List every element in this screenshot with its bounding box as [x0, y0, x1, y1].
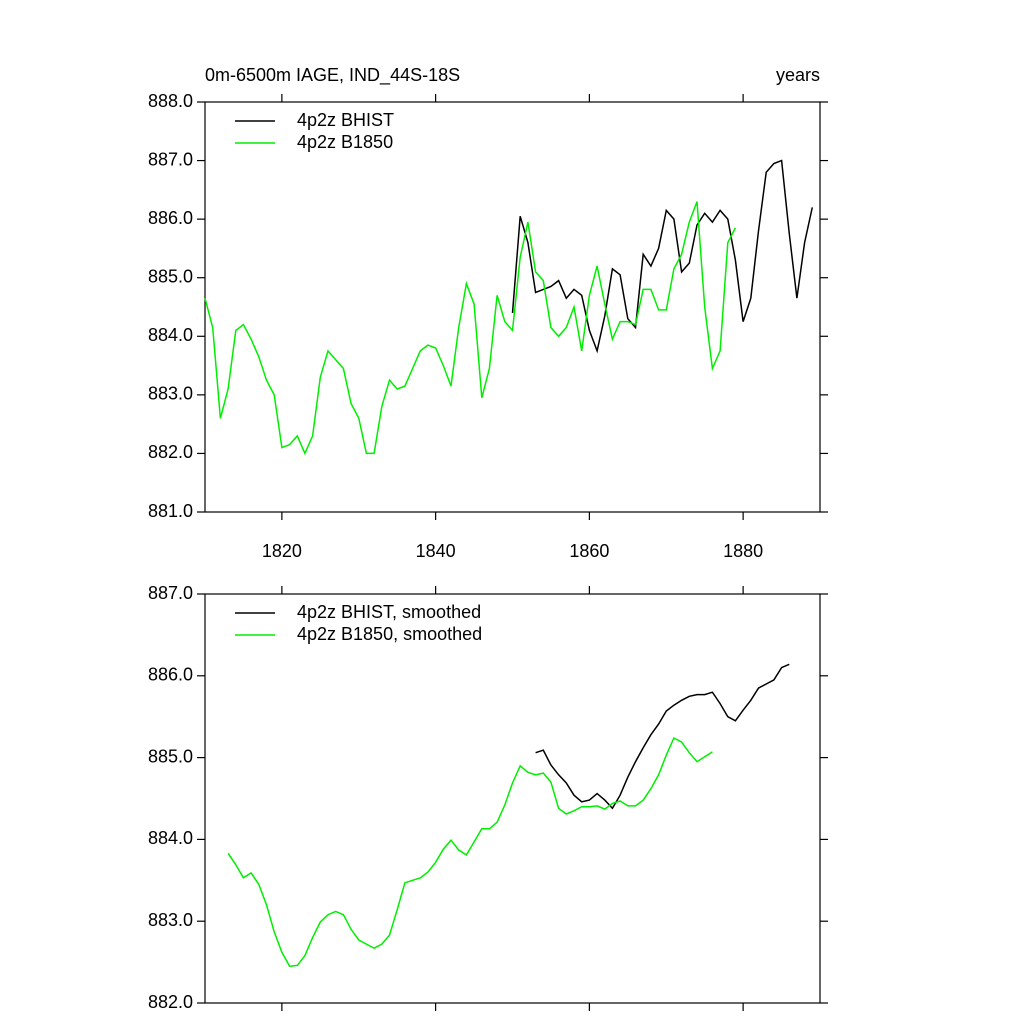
y-tick-label: 887.0 — [148, 149, 193, 169]
x-tick-label: 1880 — [723, 541, 763, 561]
y-tick-label: 881.0 — [148, 501, 193, 521]
legend-label: 4p2z BHIST — [297, 110, 394, 130]
y-tick-label: 882.0 — [148, 442, 193, 462]
y-tick-label: 885.0 — [148, 266, 193, 286]
y-tick-label: 883.0 — [148, 910, 193, 930]
y-tick-label: 884.0 — [148, 325, 193, 345]
chart-subtitle: years — [776, 65, 820, 85]
series-line — [511, 159, 814, 354]
y-tick-label: 886.0 — [148, 665, 193, 685]
series-line — [227, 736, 713, 967]
plot-frame — [204, 593, 821, 1004]
x-tick-label: 1820 — [262, 541, 302, 561]
y-tick-label: 886.0 — [148, 208, 193, 228]
legend-label: 4p2z B1850, smoothed — [297, 624, 482, 644]
plot-frame — [204, 101, 821, 513]
legend-label: 4p2z BHIST, smoothed — [297, 602, 481, 622]
y-tick-label: 887.0 — [148, 583, 193, 603]
x-tick-label: 1840 — [416, 541, 456, 561]
y-tick-label: 882.0 — [148, 992, 193, 1012]
y-tick-label: 888.0 — [148, 91, 193, 111]
series-line — [204, 201, 737, 456]
y-tick-label: 883.0 — [148, 384, 193, 404]
chart-title: 0m-6500m IAGE, IND_44S-18S — [205, 65, 460, 86]
series-line — [535, 663, 790, 810]
y-tick-label: 885.0 — [148, 746, 193, 766]
legend-label: 4p2z B1850 — [297, 132, 393, 152]
y-tick-label: 884.0 — [148, 828, 193, 848]
x-tick-label: 1860 — [569, 541, 609, 561]
